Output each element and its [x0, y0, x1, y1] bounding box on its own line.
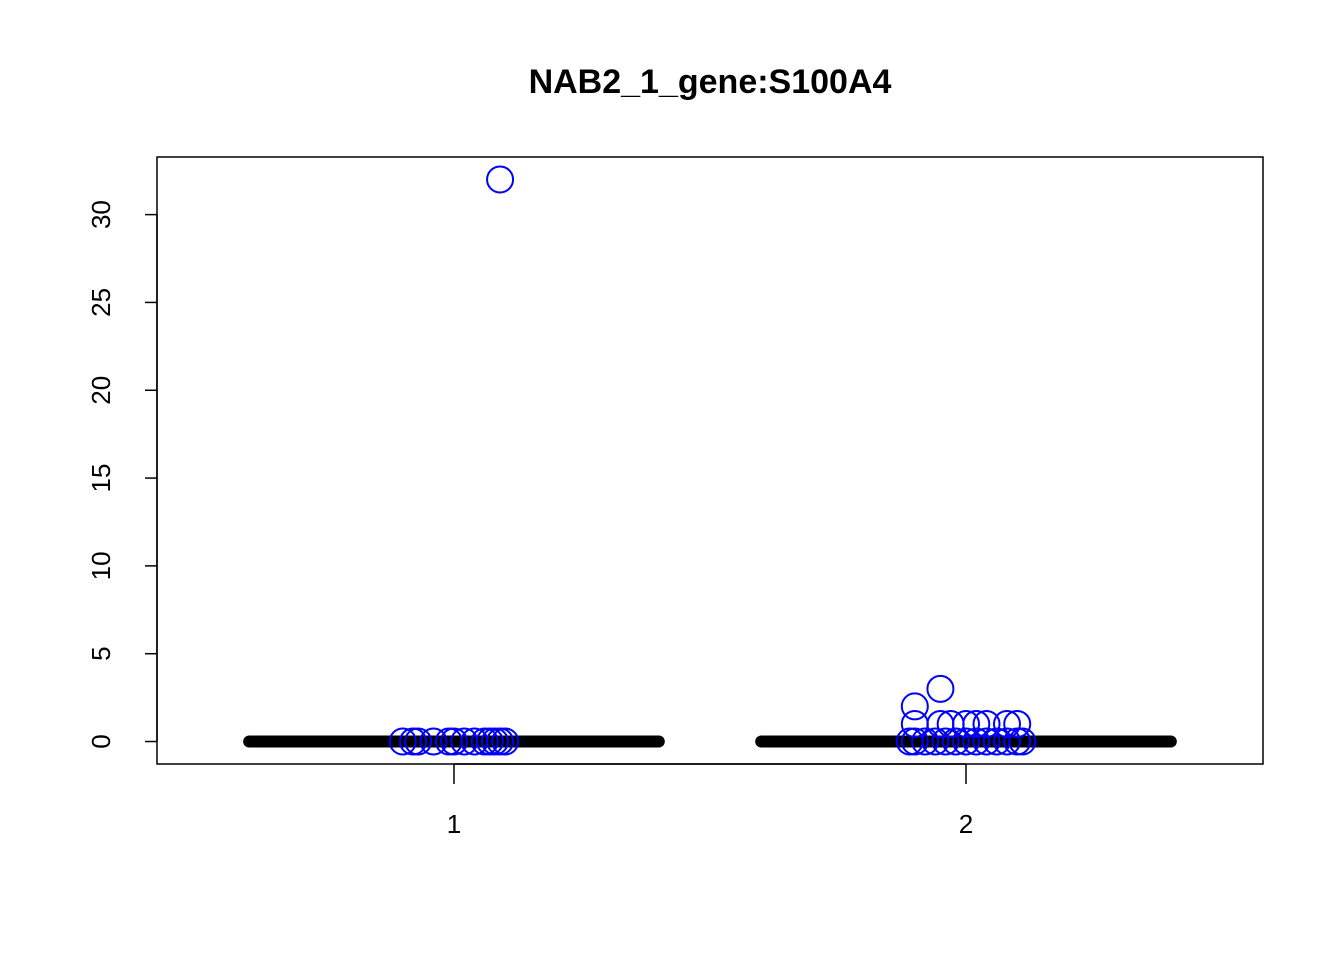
data-point [439, 727, 468, 756]
data-point [992, 727, 1021, 756]
y-tick-label: 30 [86, 200, 116, 229]
data-point [486, 165, 515, 194]
data-point [926, 674, 955, 703]
data-point [1008, 727, 1037, 756]
chart-title: NAB2_1_gene:S100A4 [529, 63, 892, 101]
data-point [491, 727, 520, 756]
y-axis: 0 5 10 15 20 25 30 [86, 200, 158, 749]
data-point [900, 692, 929, 721]
y-tick-label: 20 [86, 376, 116, 405]
data-point [419, 727, 448, 756]
data-point [921, 727, 950, 756]
y-tick-label: 10 [86, 551, 116, 580]
data-point [404, 727, 433, 756]
data-point [911, 727, 940, 756]
data-point [941, 727, 970, 756]
data-points [388, 165, 1037, 756]
data-point [972, 709, 1001, 738]
data-point [992, 709, 1021, 738]
x-tick-label: 2 [959, 809, 973, 839]
y-tick-label: 15 [86, 464, 116, 493]
x-tick-label: 1 [447, 809, 461, 839]
data-point [962, 709, 991, 738]
data-point [1003, 709, 1032, 738]
data-point [900, 727, 929, 756]
y-tick-label: 0 [86, 734, 116, 748]
data-point [952, 727, 981, 756]
data-point [952, 709, 981, 738]
data-point [972, 727, 1001, 756]
plot-frame [156, 156, 1264, 765]
y-tick-label: 5 [86, 646, 116, 660]
y-tick-label: 25 [86, 288, 116, 317]
data-point [388, 727, 417, 756]
data-point [931, 727, 960, 756]
data-point [962, 727, 991, 756]
